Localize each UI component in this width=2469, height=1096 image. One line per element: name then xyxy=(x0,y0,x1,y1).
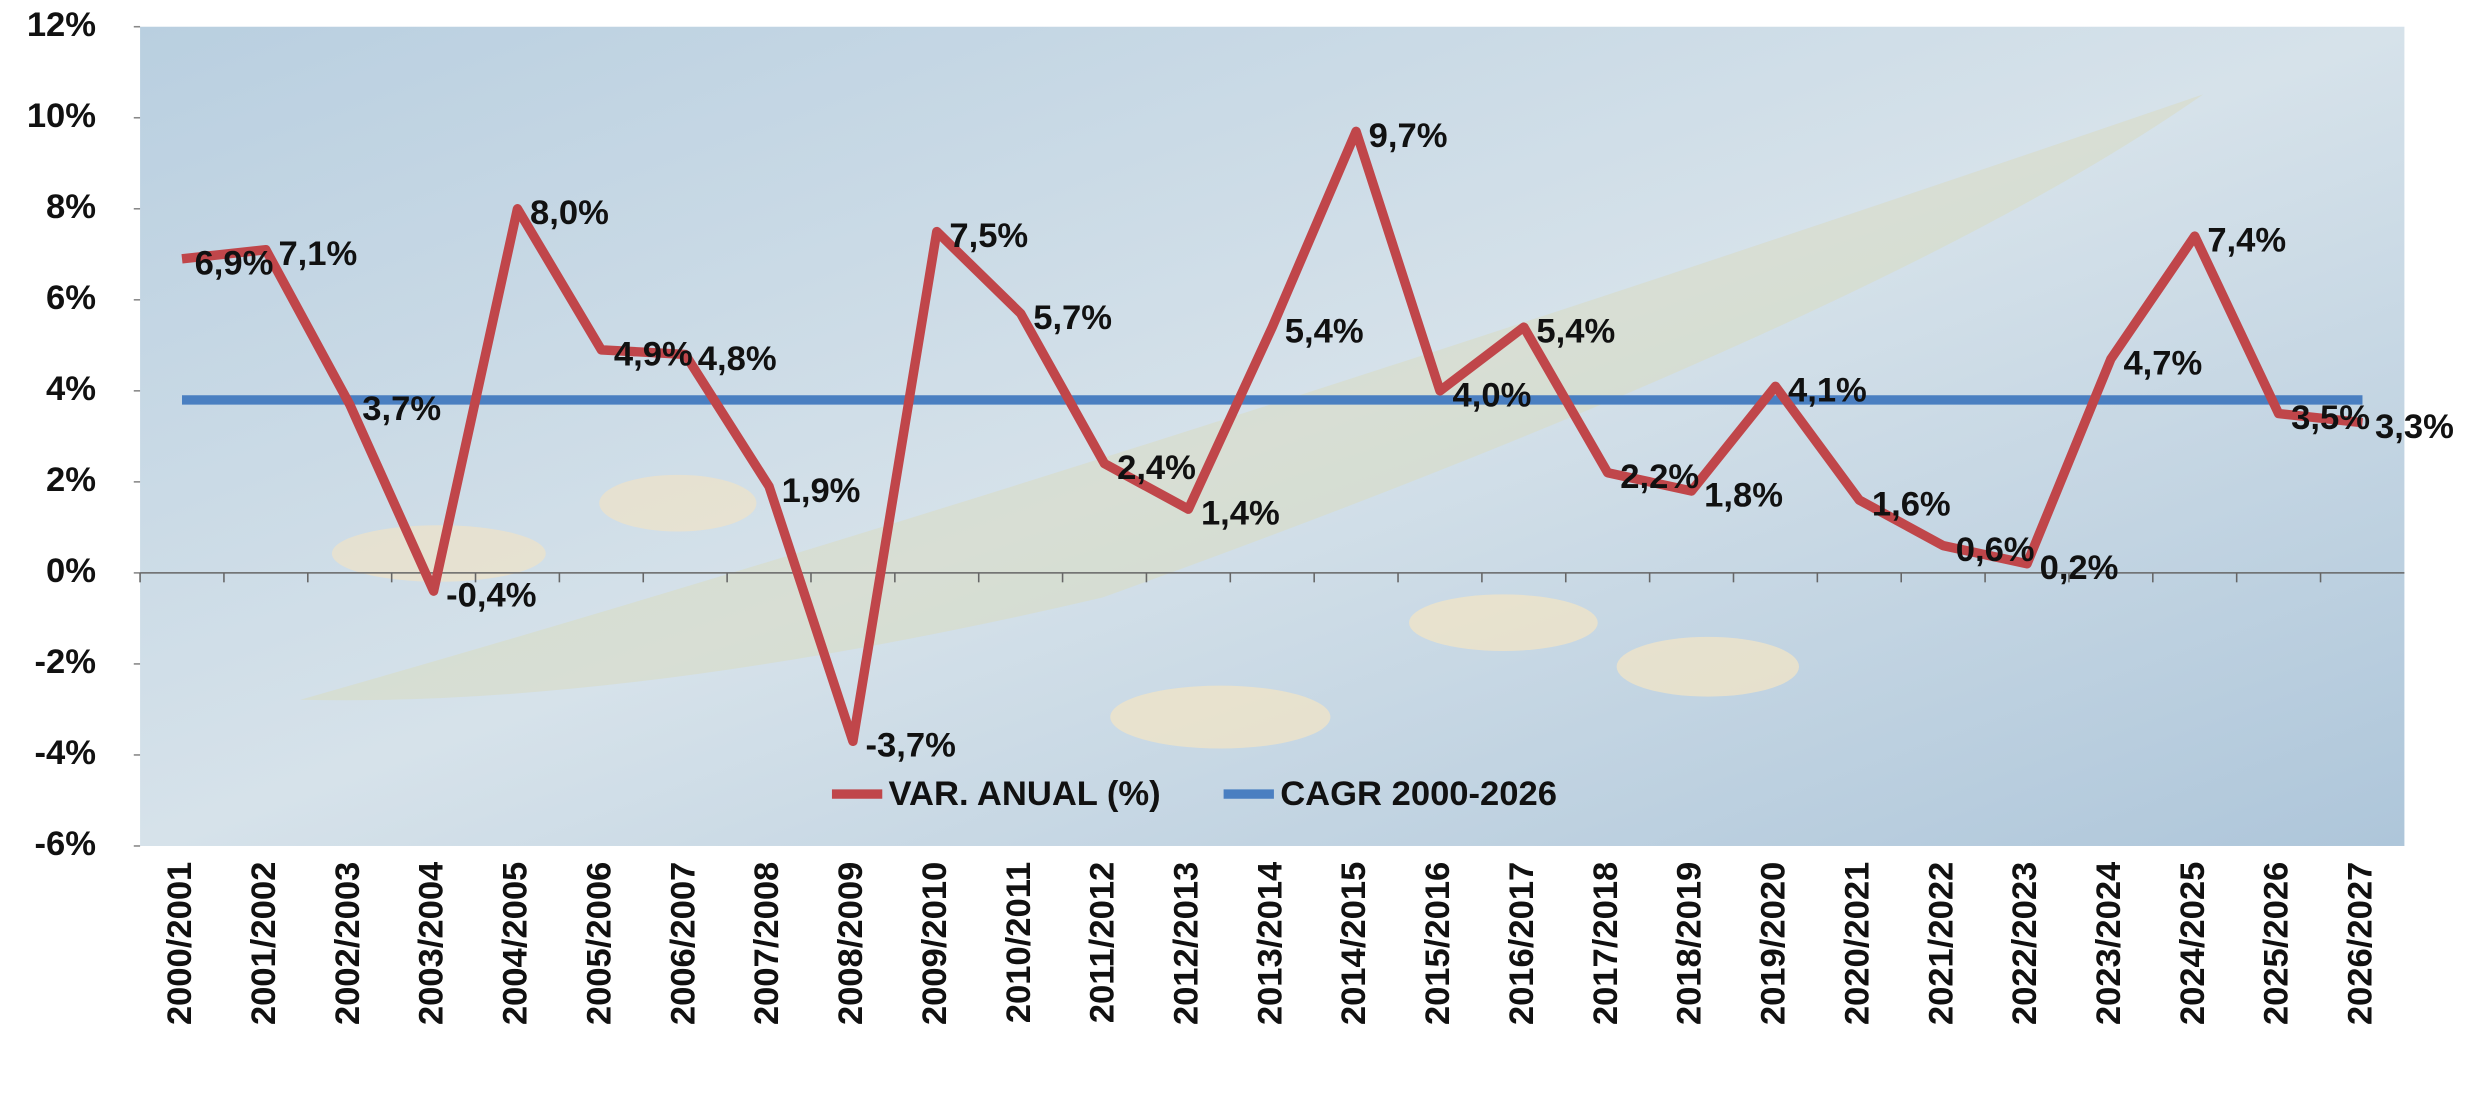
data-label: 3,3% xyxy=(2375,408,2454,446)
data-label: 3,7% xyxy=(362,390,441,428)
x-tick-label: 2009/2010 xyxy=(916,862,954,1025)
data-label: 0,2% xyxy=(2040,549,2119,587)
x-tick-label: 2011/2012 xyxy=(1084,862,1122,1024)
x-tick-label: 2001/2002 xyxy=(245,862,283,1025)
x-tick-label: 2017/2018 xyxy=(1587,862,1625,1025)
y-tick-label: 10% xyxy=(27,97,96,135)
y-tick-label: -2% xyxy=(35,643,97,681)
data-label: 1,6% xyxy=(1872,486,1951,524)
y-tick-label: -4% xyxy=(35,734,97,772)
bean-decoration xyxy=(1409,594,1598,651)
x-tick-label: 2016/2017 xyxy=(1503,862,1541,1025)
bean-decoration xyxy=(1616,636,1800,697)
x-tick-label: 2015/2016 xyxy=(1419,862,1457,1025)
y-tick-label: 2% xyxy=(46,461,96,499)
x-tick-label: 2013/2014 xyxy=(1251,861,1289,1025)
x-tick-label: 2008/2009 xyxy=(832,862,870,1025)
y-tick-label: -6% xyxy=(35,825,97,863)
data-label: 5,7% xyxy=(1033,299,1112,337)
x-tick-label: 2025/2026 xyxy=(2258,862,2296,1025)
x-tick-label: 2019/2020 xyxy=(1755,862,1793,1025)
x-tick-label: 2024/2025 xyxy=(2174,862,2212,1025)
x-tick-label: 2014/2015 xyxy=(1335,862,1373,1025)
x-tick-label: 2022/2023 xyxy=(2006,862,2044,1025)
y-tick-label: 12% xyxy=(27,6,96,44)
x-tick-label: 2002/2003 xyxy=(329,862,367,1025)
y-tick-label: 6% xyxy=(46,279,96,317)
data-label: 6,9% xyxy=(195,244,274,282)
y-tick-label: 4% xyxy=(46,370,96,408)
data-label: 2,2% xyxy=(1620,458,1699,496)
x-tick-label: 2006/2007 xyxy=(664,862,702,1025)
y-tick-label: 0% xyxy=(46,552,96,590)
x-tick-label: 2023/2024 xyxy=(2090,861,2128,1025)
data-label: 0,6% xyxy=(1956,531,2035,569)
x-tick-label: 2012/2013 xyxy=(1168,862,1206,1025)
data-label: 3,5% xyxy=(2291,399,2370,437)
series-line xyxy=(181,126,2363,747)
data-label: 7,4% xyxy=(2207,222,2286,260)
x-tick-label: 2021/2022 xyxy=(1922,862,1960,1025)
data-label: -3,7% xyxy=(865,727,955,765)
x-tick-label: 2004/2005 xyxy=(497,862,535,1025)
bean-decoration xyxy=(1110,685,1331,749)
x-tick-label: 2010/2011 xyxy=(1000,862,1038,1024)
y-tick-label: 8% xyxy=(46,188,96,226)
data-label: -0,4% xyxy=(446,577,536,615)
data-label: 1,9% xyxy=(782,472,861,510)
data-label: 7,5% xyxy=(949,217,1028,255)
data-label: 8,0% xyxy=(530,194,609,232)
x-tick-label: 2000/2001 xyxy=(161,862,199,1025)
data-label: 9,7% xyxy=(1369,117,1448,155)
x-tick-label: 2020/2021 xyxy=(1838,862,1876,1025)
legend-label: CAGR 2000-2026 xyxy=(1280,775,1557,813)
data-label: 1,8% xyxy=(1704,476,1783,514)
legend-label: VAR. ANUAL (%) xyxy=(889,775,1161,813)
bean-decoration xyxy=(599,474,757,532)
data-label: 4,8% xyxy=(698,340,777,378)
data-label: 5,4% xyxy=(1285,313,1364,351)
x-tick-label: 2007/2008 xyxy=(748,862,786,1025)
data-label: 7,1% xyxy=(278,235,357,273)
data-label: 1,4% xyxy=(1201,495,1280,533)
x-tick-label: 2005/2006 xyxy=(580,862,618,1025)
data-label: 4,1% xyxy=(1788,372,1867,410)
data-label: 4,7% xyxy=(2123,344,2202,382)
data-label: 5,4% xyxy=(1536,313,1615,351)
data-label: 4,0% xyxy=(1453,376,1532,414)
x-tick-label: 2003/2004 xyxy=(413,861,451,1025)
x-tick-label: 2018/2019 xyxy=(1671,862,1709,1025)
x-tick-label: 2026/2027 xyxy=(2342,862,2380,1025)
data-label: 2,4% xyxy=(1117,449,1196,487)
data-label: 4,9% xyxy=(614,335,693,373)
